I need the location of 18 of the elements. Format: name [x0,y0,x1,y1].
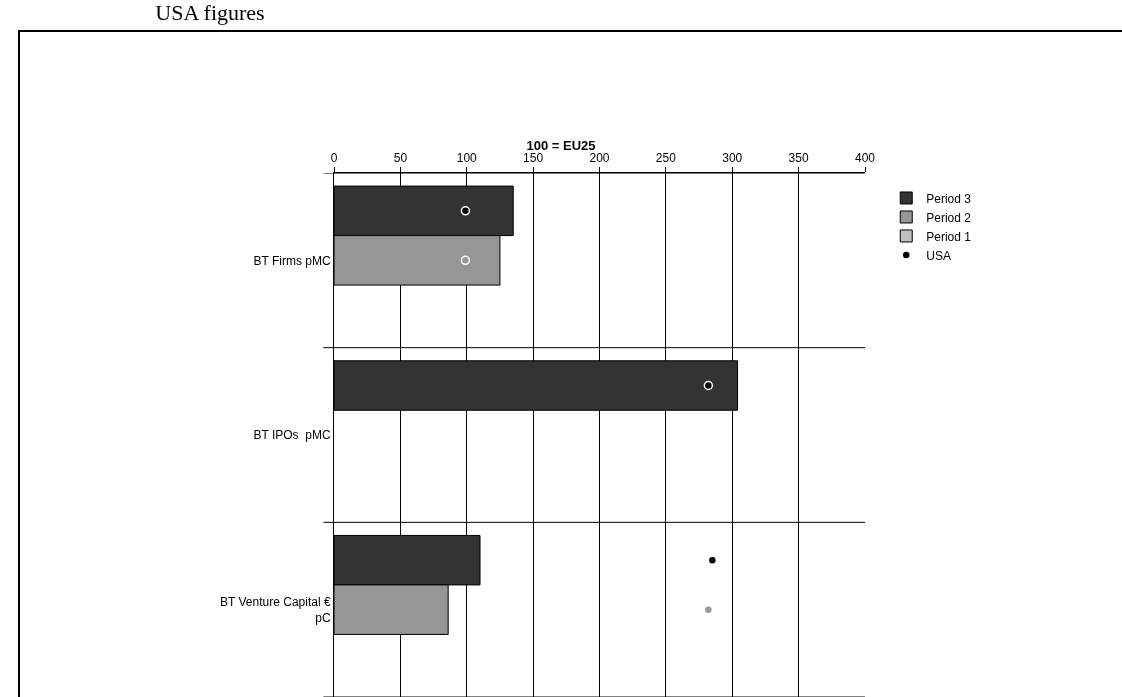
x-tick-label: 300 [722,151,743,166]
legend-label: USA [926,248,951,263]
x-tick-label: 0 [330,151,338,166]
legend-label: Period 2 [926,210,972,225]
x-tick-label: 200 [589,151,610,166]
y-tick-label: BT Firms pMC [253,253,331,268]
y-tick-label: BT Venture Capital € pC [220,595,331,625]
x-tick-label: 400 [854,151,876,166]
text: USA figures [154,0,266,26]
legend-label: Period 3 [926,191,972,206]
x-tick-label: 100 [456,151,478,166]
legend-label: Period 1 [926,229,972,244]
x-tick-label: 250 [655,151,677,166]
chart-title: 100 = EU25 [526,137,596,153]
x-tick-label: 150 [523,151,544,166]
x-tick-label: 50 [393,151,408,166]
x-tick-label: 350 [788,151,809,166]
y-tick-label: BT IPOs pMC [253,428,331,443]
